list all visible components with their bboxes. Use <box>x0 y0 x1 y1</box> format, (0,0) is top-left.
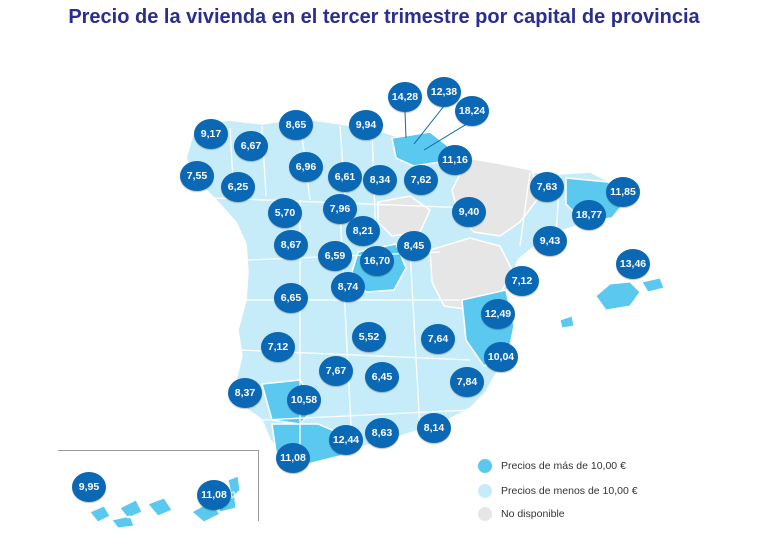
legend-swatch-below-10 <box>478 484 492 498</box>
price-bubble: 14,28 <box>388 82 422 112</box>
price-bubble: 7,12 <box>505 266 539 296</box>
price-bubble: 8,74 <box>331 272 365 302</box>
price-bubble: 7,64 <box>421 324 455 354</box>
price-bubble: 8,63 <box>365 418 399 448</box>
price-bubble: 6,65 <box>274 283 308 313</box>
price-bubble: 6,96 <box>289 152 323 182</box>
price-bubble: 5,52 <box>352 322 386 352</box>
price-bubble: 7,67 <box>319 356 353 386</box>
price-bubble: 9,94 <box>349 110 383 140</box>
pointer-lines <box>404 105 471 151</box>
price-bubble: 6,59 <box>318 241 352 271</box>
price-bubble: 8,37 <box>228 378 262 408</box>
legend-label: Precios de más de 10,00 € <box>501 460 626 472</box>
price-bubble: 6,45 <box>365 362 399 392</box>
price-bubble: 8,45 <box>397 231 431 261</box>
page-title: Precio de la vivienda en el tercer trime… <box>68 6 700 28</box>
price-bubble: 12,49 <box>481 299 515 329</box>
price-bubble: 8,14 <box>417 413 451 443</box>
legend-label: No disponible <box>501 508 565 520</box>
price-bubble: 6,67 <box>234 131 268 161</box>
price-bubble: 9,95 <box>72 472 106 502</box>
canary-islands <box>89 475 241 529</box>
price-bubble: 7,55 <box>180 161 214 191</box>
legend-item-not-available: No disponible <box>478 507 565 521</box>
price-bubble: 11,85 <box>606 177 640 207</box>
price-bubble: 11,16 <box>438 145 472 175</box>
price-bubble: 12,38 <box>427 77 461 107</box>
price-bubble: 6,61 <box>328 162 362 192</box>
price-bubble: 11,08 <box>276 443 310 473</box>
price-bubble: 5,70 <box>268 198 302 228</box>
price-bubble: 7,12 <box>261 332 295 362</box>
price-bubble: 7,62 <box>404 165 438 195</box>
price-bubble: 9,43 <box>533 226 567 256</box>
price-bubble: 7,84 <box>450 367 484 397</box>
canary-islands-frame <box>58 450 259 521</box>
balearic-islands <box>559 277 665 329</box>
legend-item-below-10: Precios de menos de 10,00 € <box>478 484 638 498</box>
price-bubble: 18,77 <box>572 200 606 230</box>
price-bubble: 18,24 <box>455 96 489 126</box>
price-bubble: 11,08 <box>197 480 231 510</box>
price-bubble: 7,63 <box>530 172 564 202</box>
price-bubble: 8,67 <box>274 230 308 260</box>
price-bubble: 9,40 <box>452 197 486 227</box>
price-bubble: 9,17 <box>194 119 228 149</box>
price-bubble: 8,34 <box>363 165 397 195</box>
price-bubble: 16,70 <box>360 246 394 276</box>
legend-swatch-not-available <box>478 507 492 521</box>
legend-swatch-above-10 <box>478 459 492 473</box>
price-bubble: 13,46 <box>616 249 650 279</box>
price-bubble: 8,65 <box>279 110 313 140</box>
legend-label: Precios de menos de 10,00 € <box>501 485 638 497</box>
price-bubble: 10,58 <box>287 385 321 415</box>
legend-item-above-10: Precios de más de 10,00 € <box>478 459 626 473</box>
price-bubble: 10,04 <box>484 342 518 372</box>
price-bubble: 8,21 <box>346 216 380 246</box>
price-bubble: 6,25 <box>221 172 255 202</box>
price-bubble: 12,44 <box>329 425 363 455</box>
